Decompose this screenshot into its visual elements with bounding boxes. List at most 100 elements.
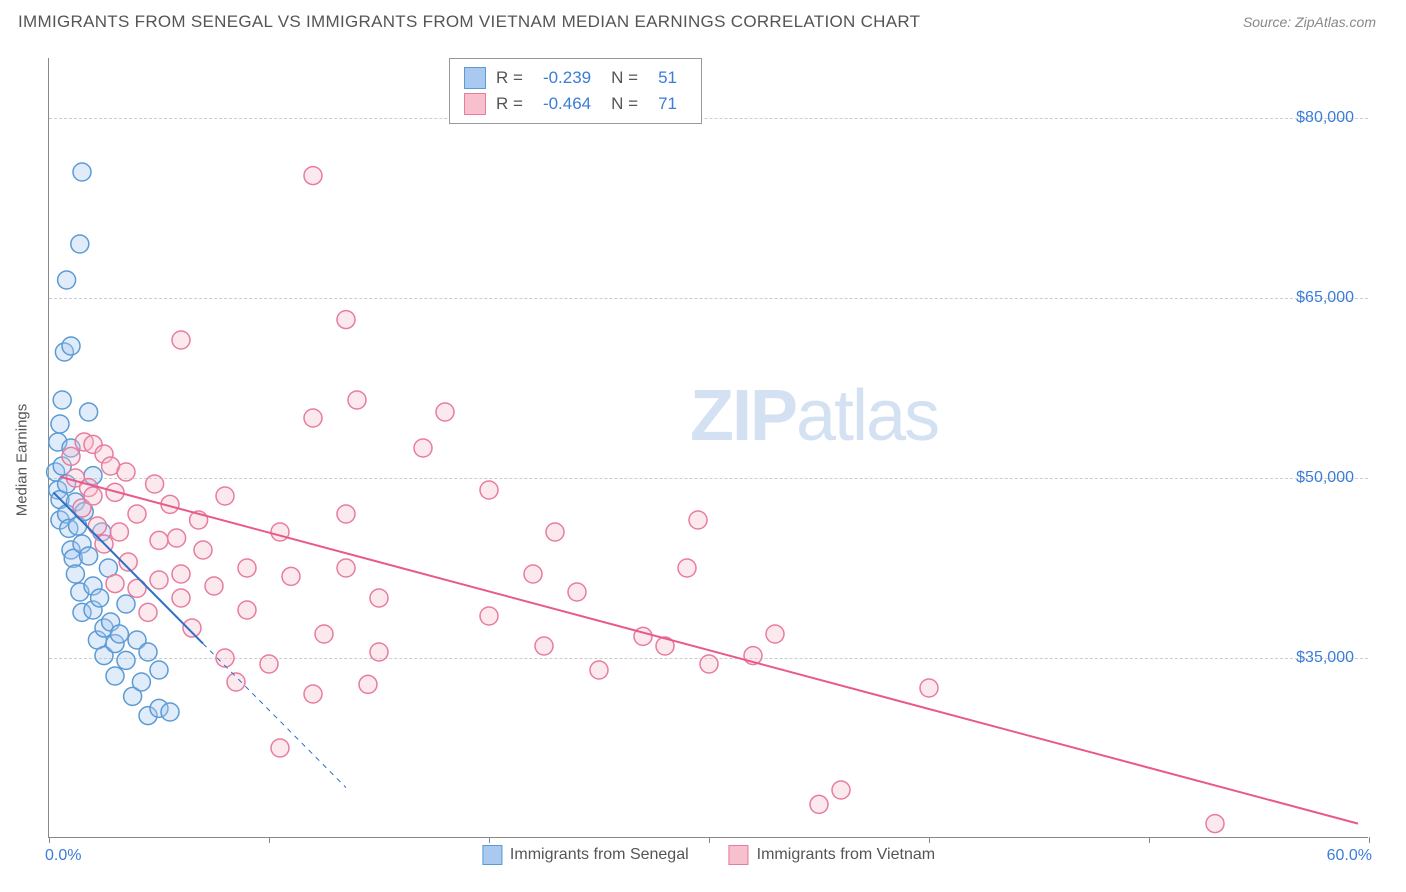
- data-point: [766, 625, 784, 643]
- r-value: -0.464: [543, 94, 591, 114]
- legend-item: Immigrants from Vietnam: [729, 845, 935, 865]
- data-point: [315, 625, 333, 643]
- legend-swatch: [464, 67, 486, 89]
- data-point: [110, 625, 128, 643]
- legend-label: Immigrants from Vietnam: [757, 846, 935, 864]
- source-label: Source: ZipAtlas.com: [1243, 14, 1376, 30]
- data-point: [88, 517, 106, 535]
- data-point: [73, 163, 91, 181]
- data-point: [106, 667, 124, 685]
- stats-row: R = -0.464 N = 71: [464, 91, 687, 117]
- trend-line: [60, 477, 1358, 824]
- n-value: 51: [658, 68, 677, 88]
- data-point: [106, 575, 124, 593]
- data-point: [51, 415, 69, 433]
- data-point: [84, 487, 102, 505]
- data-point: [370, 589, 388, 607]
- data-point: [304, 409, 322, 427]
- data-point: [216, 487, 234, 505]
- stats-row: R = -0.239 N = 51: [464, 65, 687, 91]
- data-point: [62, 337, 80, 355]
- legend-swatch: [464, 93, 486, 115]
- scatter-svg: [49, 58, 1368, 837]
- data-point: [920, 679, 938, 697]
- data-point: [150, 531, 168, 549]
- data-point: [117, 463, 135, 481]
- data-point: [216, 649, 234, 667]
- data-point: [524, 565, 542, 583]
- data-point: [71, 235, 89, 253]
- data-point: [139, 603, 157, 621]
- x-max-label: 60.0%: [1327, 847, 1372, 865]
- data-point: [678, 559, 696, 577]
- stats-legend: R = -0.239 N = 51 R = -0.464 N = 71: [449, 58, 702, 124]
- data-point: [810, 795, 828, 813]
- data-point: [161, 703, 179, 721]
- data-point: [359, 675, 377, 693]
- data-point: [183, 619, 201, 637]
- data-point: [370, 643, 388, 661]
- data-point: [132, 673, 150, 691]
- data-point: [91, 589, 109, 607]
- n-label: N =: [611, 94, 638, 114]
- data-point: [172, 331, 190, 349]
- x-tick: [489, 837, 490, 843]
- x-tick: [1369, 837, 1370, 843]
- n-label: N =: [611, 68, 638, 88]
- x-tick: [269, 837, 270, 843]
- data-point: [80, 403, 98, 421]
- data-point: [282, 567, 300, 585]
- data-point: [337, 559, 355, 577]
- data-point: [146, 475, 164, 493]
- n-value: 71: [658, 94, 677, 114]
- legend-swatch: [482, 845, 502, 865]
- x-tick: [929, 837, 930, 843]
- data-point: [260, 655, 278, 673]
- data-point: [689, 511, 707, 529]
- data-point: [348, 391, 366, 409]
- data-point: [238, 559, 256, 577]
- legend-label: Immigrants from Senegal: [510, 846, 689, 864]
- legend-item: Immigrants from Senegal: [482, 845, 689, 865]
- chart-title: IMMIGRANTS FROM SENEGAL VS IMMIGRANTS FR…: [18, 12, 920, 32]
- data-point: [139, 643, 157, 661]
- data-point: [53, 391, 71, 409]
- data-point: [227, 673, 245, 691]
- r-label: R =: [496, 68, 523, 88]
- data-point: [337, 505, 355, 523]
- data-point: [194, 541, 212, 559]
- data-point: [304, 167, 322, 185]
- data-point: [150, 661, 168, 679]
- data-point: [271, 523, 289, 541]
- data-point: [172, 565, 190, 583]
- x-min-label: 0.0%: [45, 847, 81, 865]
- data-point: [238, 601, 256, 619]
- legend-swatch: [729, 845, 749, 865]
- data-point: [80, 547, 98, 565]
- data-point: [414, 439, 432, 457]
- r-label: R =: [496, 94, 523, 114]
- data-point: [66, 565, 84, 583]
- data-point: [168, 529, 186, 547]
- data-point: [700, 655, 718, 673]
- data-point: [304, 685, 322, 703]
- data-point: [205, 577, 223, 595]
- data-point: [1206, 815, 1224, 833]
- data-point: [58, 271, 76, 289]
- data-point: [128, 505, 146, 523]
- y-axis-label: Median Earnings: [14, 404, 31, 517]
- data-point: [117, 651, 135, 669]
- data-point: [110, 523, 128, 541]
- data-point: [62, 447, 80, 465]
- data-point: [480, 481, 498, 499]
- data-point: [480, 607, 498, 625]
- r-value: -0.239: [543, 68, 591, 88]
- data-point: [568, 583, 586, 601]
- bottom-legend: Immigrants from Senegal Immigrants from V…: [482, 845, 935, 865]
- data-point: [546, 523, 564, 541]
- data-point: [117, 595, 135, 613]
- data-point: [436, 403, 454, 421]
- data-point: [337, 311, 355, 329]
- data-point: [150, 571, 168, 589]
- x-tick: [709, 837, 710, 843]
